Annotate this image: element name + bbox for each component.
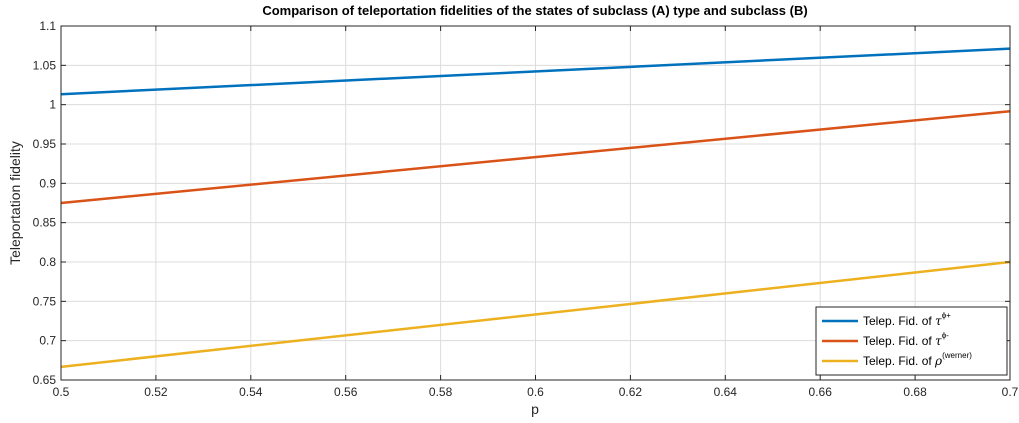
x-tick-label: 0.54 xyxy=(239,385,263,399)
y-tick-label: 1.05 xyxy=(33,58,57,72)
series-line-3 xyxy=(60,260,1011,369)
x-tick-label: 0.66 xyxy=(809,385,833,399)
x-tick-label: 0.58 xyxy=(429,385,453,399)
y-tick-label: 0.65 xyxy=(33,373,57,387)
series-line-2 xyxy=(60,109,1011,205)
x-tick-label: 0.62 xyxy=(619,385,643,399)
legend-entry-3: Telep. Fid. of ρ(werner) xyxy=(863,351,972,368)
axis-ticks: 0.5 0.52 0.54 0.56 0.58 0.6 0.62 0.64 0.66 0.68 0.… xyxy=(33,19,1019,399)
y-tick-label: 0.95 xyxy=(33,137,57,151)
y-tick-label: 0.9 xyxy=(39,176,56,190)
x-tick-label: 0.68 xyxy=(903,385,927,399)
y-tick-label: 0.75 xyxy=(33,294,57,308)
x-tick-label: 0.52 xyxy=(144,385,168,399)
y-axis-label: Teleportation fidelity xyxy=(7,141,23,265)
x-axis-label: p xyxy=(531,401,539,417)
chart-title: Comparison of teleportation fidelities o… xyxy=(262,3,807,18)
y-tick-label: 0.85 xyxy=(33,216,57,230)
y-tick-label: 0.7 xyxy=(39,334,56,348)
y-tick-label: 1.1 xyxy=(39,19,56,33)
x-tick-label: 0.7 xyxy=(1002,385,1019,399)
x-tick-label: 0.5 xyxy=(53,385,70,399)
x-tick-label: 0.64 xyxy=(714,385,738,399)
plot-series xyxy=(60,47,1011,369)
legend-entry-1: Telep. Fid. of τϕ+ xyxy=(863,311,951,328)
legend: Telep. Fid. of τϕ+ Telep. Fid. of τϕ- Tele… xyxy=(815,306,1008,376)
series-line-1 xyxy=(60,47,1011,96)
legend-entry-2: Telep. Fid. of τϕ- xyxy=(863,331,949,348)
y-tick-label: 0.8 xyxy=(39,255,56,269)
x-tick-label: 0.6 xyxy=(527,385,544,399)
y-tick-label: 1 xyxy=(49,98,56,112)
x-tick-label: 0.56 xyxy=(334,385,358,399)
